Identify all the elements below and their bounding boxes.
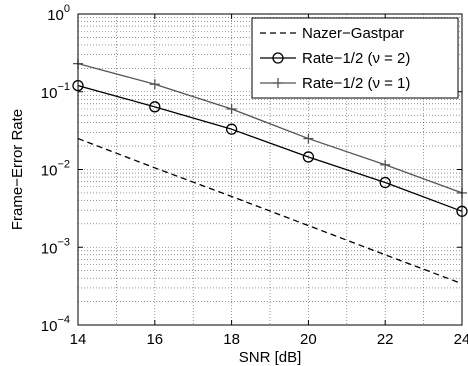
legend: Nazer−Gastpar Rate−1/2 (ν = 2) Rate−1/2 (ν… [251, 17, 459, 99]
legend-label-0: Nazer−Gastpar [302, 25, 404, 42]
series-1-point [149, 101, 161, 113]
series-2-point [226, 103, 237, 114]
y-tick-label: 10−3 [41, 236, 70, 257]
series-1-point [302, 151, 315, 163]
legend-marker-2 [273, 78, 283, 88]
series-1-point [379, 176, 391, 189]
legend-marker-1 [272, 52, 284, 64]
series-line-1 [77, 84, 463, 212]
series-1-point [225, 123, 238, 135]
x-tick-label: 16 [146, 331, 163, 348]
series-2-point [303, 133, 314, 144]
y-tick-label: 100 [47, 3, 70, 24]
tick-labels: 14 16 18 20 22 24 10−4 10−3 10−2 10−1 100 [41, 3, 468, 348]
y-tick-label: 10−2 [41, 159, 70, 180]
series-2-point [380, 159, 391, 170]
series-2-point [149, 79, 160, 90]
y-tick-label: 10−4 [41, 314, 70, 335]
x-tick-label: 18 [223, 331, 240, 348]
x-tick-label: 20 [300, 331, 317, 348]
y-tick-label: 10−1 [41, 81, 70, 102]
series-line-0 [77, 137, 463, 285]
x-tick-label: 14 [70, 331, 87, 348]
ticks [77, 13, 463, 326]
x-axis-title: SNR [dB] [239, 349, 302, 366]
x-tick-label: 22 [377, 331, 394, 348]
y-axis-title: Frame−Error Rate [9, 109, 26, 230]
x-tick-label: 24 [454, 331, 468, 348]
legend-label-1: Rate−1/2 (ν = 2) [302, 50, 410, 67]
series-line-2 [77, 62, 463, 194]
legend-label-2: Rate−1/2 (ν = 1) [302, 75, 410, 92]
